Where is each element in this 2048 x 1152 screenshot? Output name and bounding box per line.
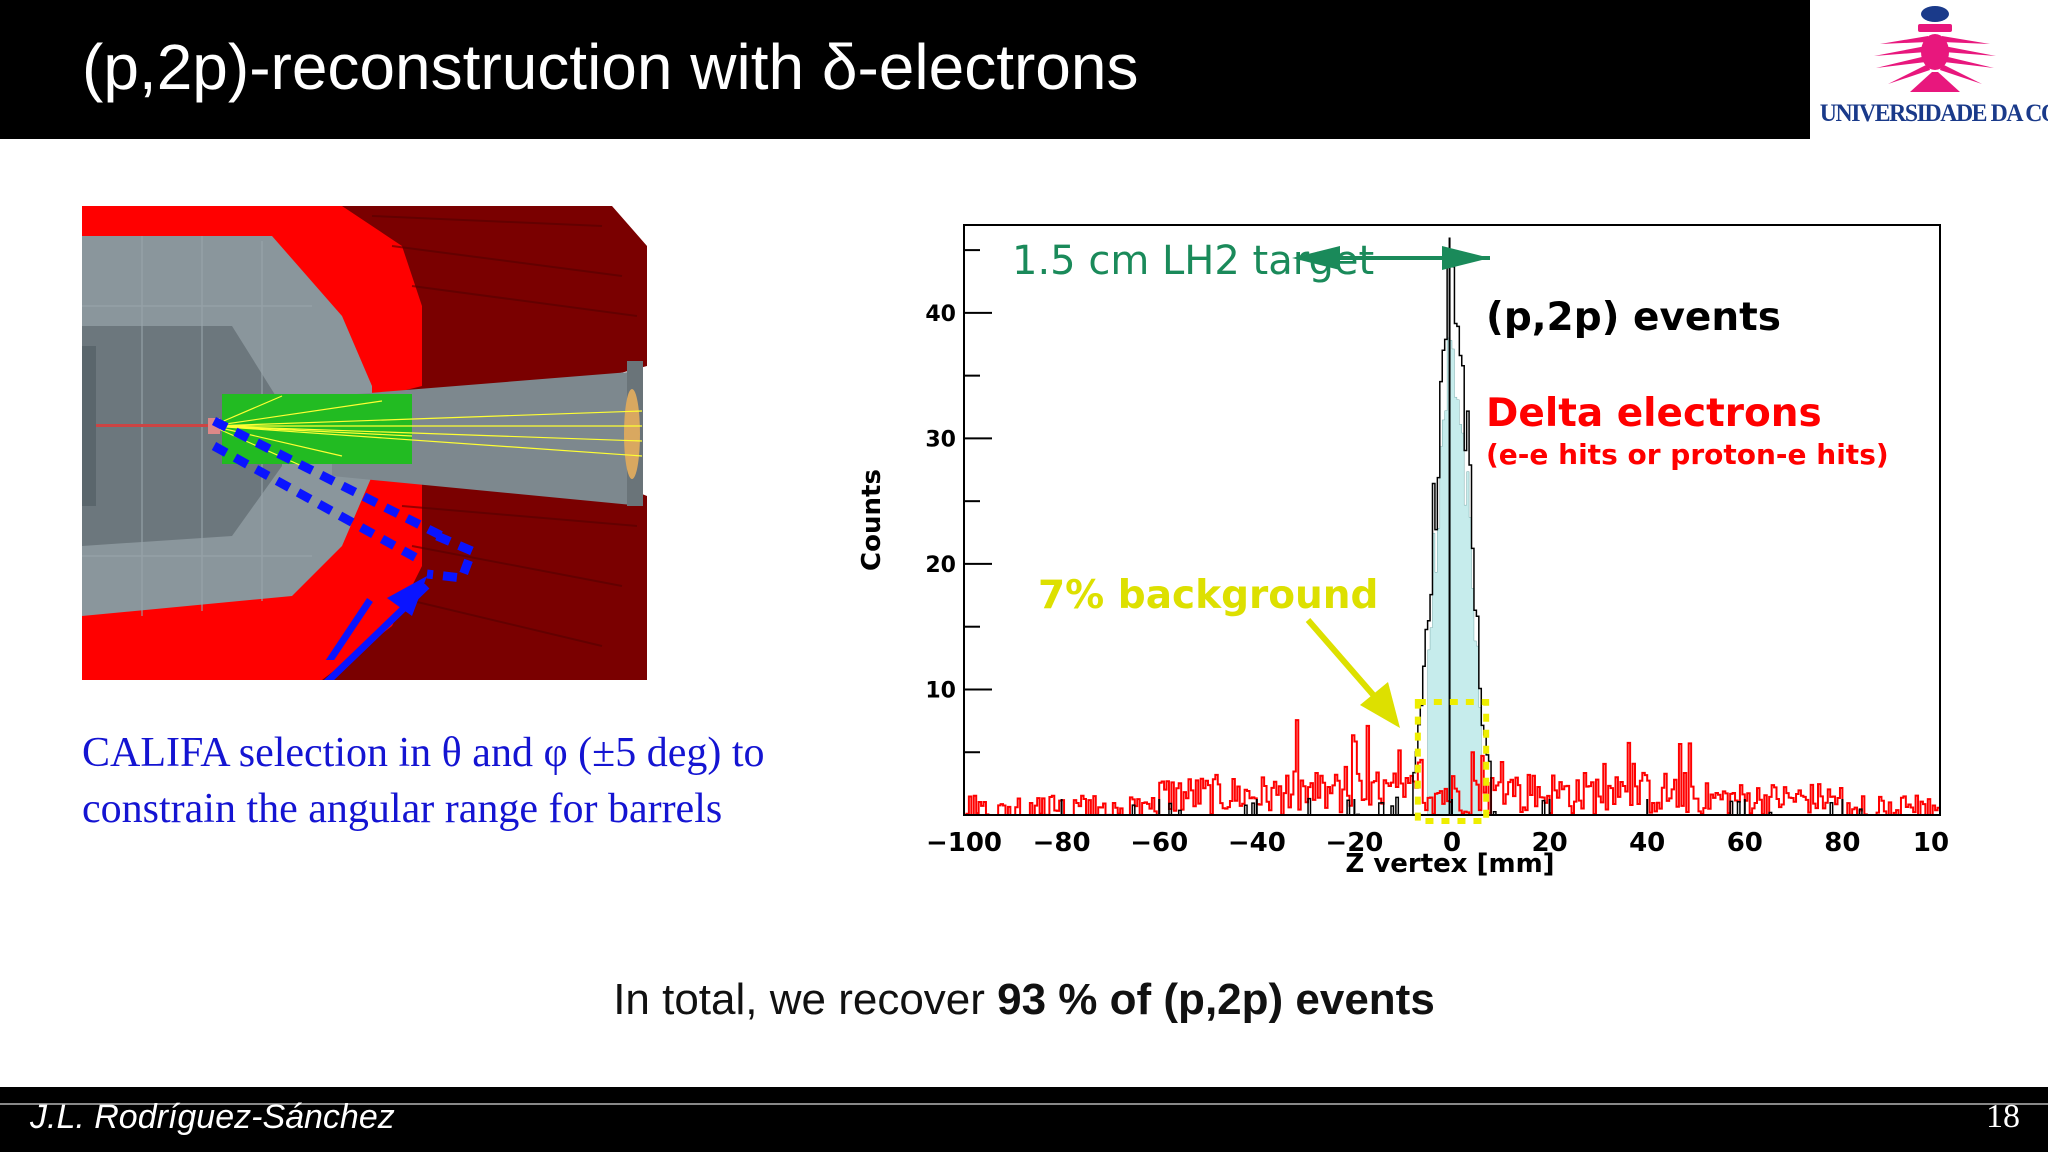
background-region-box [1414,699,1490,824]
y-tick-label: 40 [925,302,956,327]
x-tick-label: 100 [1913,828,1950,858]
x-tick-label: 20 [1532,828,1568,858]
university-logo: UNIVERSIDADE DA CORUÑA [1810,0,2048,139]
header-bar: (p,2p)-reconstruction with δ-electrons [0,0,2048,139]
y-axis: 10 20 30 40 [925,249,992,754]
detector-caption: CALIFA selection in θ and φ (±5 deg) to … [82,725,902,837]
caption-line-2: constrain the angular range for barrels [82,786,723,832]
x-tick-label: −20 [1325,828,1383,858]
x-tick-label: 0 [1443,828,1461,858]
pp-events-annotation: (p,2p) events [1486,295,1781,340]
x-tick-label: −100 [926,828,1002,858]
y-tick-label: 20 [925,553,956,578]
y-axis-label: Counts [857,469,887,571]
y-tick-label: 30 [925,427,956,452]
y-tick-label: 10 [925,678,956,703]
x-axis-label: Z vertex [mm] [1345,849,1554,879]
delta-electrons-series [964,719,1941,816]
logo-emblem-icon [1874,6,1996,92]
target-width-arrow-icon [1292,246,1490,270]
z-vertex-histogram: 10 20 30 40 −100 −80 −60 −40 −20 0 20 40 60 80 100 Z … [850,200,1950,900]
detector-simulation-image [82,206,647,680]
footer-divider [0,1103,2048,1105]
x-axis: −100 −80 −60 −40 −20 0 20 40 60 80 100 [926,799,1950,858]
x-tick-label: 40 [1629,828,1665,858]
delta-electrons-annotation: Delta electrons [1486,391,1822,436]
caption-line-1: CALIFA selection in θ and φ (±5 deg) to [82,730,765,776]
x-tick-label: 80 [1824,828,1860,858]
background-arrow-icon [1305,618,1400,728]
summary-text: In total, we recover 93 % of (p,2p) even… [0,975,2048,1025]
summary-bold: 93 % of (p,2p) events [997,975,1435,1024]
x-tick-label: −80 [1033,828,1091,858]
page-number: 18 [1986,1098,2020,1135]
x-tick-label: −60 [1130,828,1188,858]
author-name: J.L. Rodríguez-Sánchez [30,1098,395,1136]
delta-electrons-subnote: (e-e hits or proton-e hits) [1486,438,1889,471]
footer-bar [0,1087,2048,1152]
slide-title: (p,2p)-reconstruction with δ-electrons [82,31,1139,103]
summary-prefix: In total, we recover [613,975,998,1024]
x-tick-label: 60 [1727,828,1763,858]
selection-arrow-icon [325,598,373,660]
x-tick-label: −40 [1228,828,1286,858]
logo-text: UNIVERSIDADE DA CORUÑA [1819,100,2048,127]
background-annotation: 7% background [1038,573,1378,618]
